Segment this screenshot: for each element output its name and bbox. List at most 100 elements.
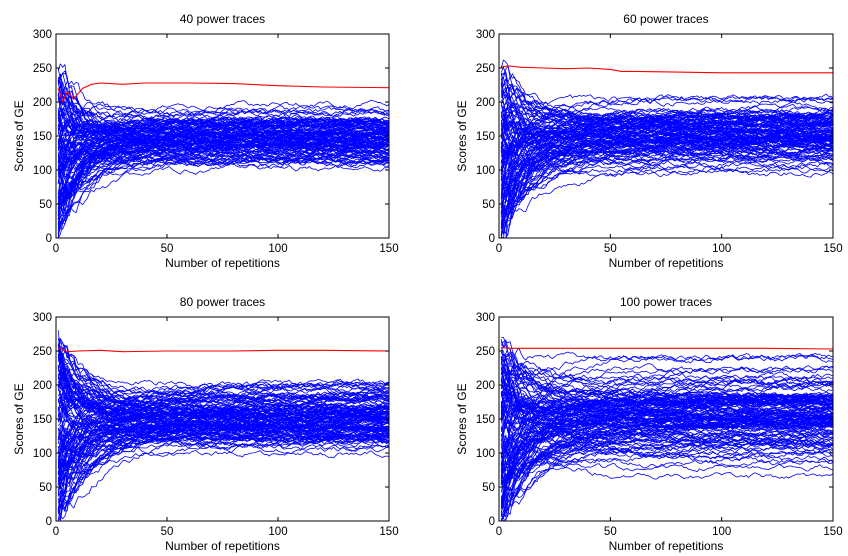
axes-frame bbox=[498, 316, 834, 522]
candidate-trace bbox=[500, 166, 833, 235]
candidate-trace bbox=[57, 357, 389, 434]
candidate-trace bbox=[501, 377, 833, 465]
y-tick-label: 150 bbox=[476, 414, 495, 426]
y-tick-label: 250 bbox=[476, 63, 495, 75]
candidate-trace bbox=[57, 117, 389, 151]
candidate-trace bbox=[57, 407, 389, 441]
candidate-trace bbox=[58, 367, 389, 420]
y-tick-label: 50 bbox=[39, 482, 52, 494]
candidate-trace bbox=[500, 421, 833, 471]
x-tick-label: 50 bbox=[161, 243, 174, 255]
x-tick-label: 150 bbox=[823, 526, 842, 538]
x-tick-label: 100 bbox=[712, 243, 731, 255]
y-tick-label: 100 bbox=[33, 165, 52, 177]
candidate-trace bbox=[500, 433, 833, 480]
candidate-trace bbox=[57, 118, 389, 205]
x-tick-label: 100 bbox=[268, 243, 287, 255]
candidate-trace bbox=[57, 357, 389, 445]
candidate-trace bbox=[500, 395, 833, 459]
plot-area bbox=[57, 330, 389, 521]
y-tick-label: 150 bbox=[476, 131, 495, 143]
candidate-trace bbox=[57, 73, 389, 117]
plot-area bbox=[57, 63, 389, 238]
candidate-trace bbox=[500, 366, 833, 406]
y-axis-label: Scores of GE bbox=[455, 100, 469, 171]
y-tick-label: 0 bbox=[489, 233, 495, 245]
x-axis-label: Number of repetitions bbox=[609, 256, 724, 270]
candidate-trace bbox=[500, 366, 833, 432]
candidate-trace bbox=[500, 115, 833, 133]
y-tick-label: 50 bbox=[39, 199, 52, 211]
y-tick-label: 250 bbox=[33, 346, 52, 358]
candidate-trace bbox=[500, 154, 833, 235]
candidate-trace bbox=[57, 99, 389, 238]
axis-ticks: 0 50 100 150 0 50 100 150 200 250 300 bbox=[476, 312, 843, 538]
candidate-trace bbox=[500, 153, 833, 215]
axes-frame bbox=[55, 33, 390, 239]
candidate-trace bbox=[501, 95, 833, 194]
candidate-trace bbox=[501, 377, 833, 444]
x-axis-label: Number of repetitions bbox=[609, 539, 724, 553]
candidate-trace bbox=[57, 162, 389, 238]
candidate-trace bbox=[58, 379, 389, 481]
candidate-trace bbox=[57, 433, 389, 451]
candidate-trace bbox=[57, 438, 389, 509]
candidate-trace bbox=[500, 407, 833, 432]
x-tick-label: 0 bbox=[496, 526, 502, 538]
candidate-trace bbox=[57, 346, 389, 412]
x-tick-label: 100 bbox=[712, 526, 731, 538]
candidate-trace bbox=[500, 392, 833, 431]
axis-ticks: 0 50 100 150 0 50 100 150 200 250 300 bbox=[33, 312, 399, 538]
panel-100-traces: 100 power traces 0 50 100 150 0 50 100 150 200 25… bbox=[455, 295, 843, 553]
candidate-trace bbox=[501, 365, 833, 521]
candidate-trace bbox=[57, 350, 389, 389]
chart-title: 100 power traces bbox=[620, 295, 712, 309]
x-tick-label: 0 bbox=[496, 243, 502, 255]
candidate-trace bbox=[57, 414, 389, 469]
candidate-trace bbox=[57, 411, 389, 479]
y-tick-label: 150 bbox=[33, 414, 52, 426]
x-tick-label: 150 bbox=[379, 243, 398, 255]
candidate-trace bbox=[57, 401, 389, 519]
candidate-trace bbox=[500, 438, 833, 479]
candidate-trace bbox=[501, 162, 833, 180]
candidate-trace bbox=[57, 141, 389, 214]
x-tick-label: 50 bbox=[604, 243, 617, 255]
candidate-trace bbox=[58, 366, 389, 402]
x-axis-label: Number of repetitions bbox=[165, 256, 280, 270]
candidate-trace bbox=[57, 132, 389, 215]
candidate-trace bbox=[500, 405, 833, 469]
candidate-trace bbox=[58, 126, 389, 158]
candidate-trace bbox=[500, 84, 833, 141]
y-tick-label: 0 bbox=[46, 516, 52, 528]
y-axis-label: Scores of GE bbox=[12, 383, 26, 454]
x-tick-label: 50 bbox=[604, 526, 617, 538]
plot-area bbox=[500, 336, 833, 521]
candidate-trace bbox=[57, 72, 389, 127]
y-tick-label: 150 bbox=[33, 131, 52, 143]
y-tick-label: 250 bbox=[33, 63, 52, 75]
candidate-trace bbox=[501, 133, 833, 217]
candidate-trace bbox=[501, 391, 833, 489]
candidate-trace bbox=[57, 416, 389, 495]
candidate-trace bbox=[500, 115, 833, 192]
axes-frame bbox=[55, 316, 390, 522]
candidate-trace bbox=[500, 124, 833, 160]
candidate-trace bbox=[500, 440, 833, 513]
candidate-trace bbox=[500, 93, 833, 152]
candidate-trace bbox=[500, 347, 833, 406]
candidate-trace bbox=[500, 405, 833, 464]
candidate-trace bbox=[57, 434, 389, 453]
candidate-trace bbox=[57, 95, 389, 148]
candidate-trace bbox=[57, 128, 389, 224]
plot-area bbox=[500, 59, 833, 238]
candidate-trace bbox=[501, 356, 833, 423]
candidate-trace bbox=[500, 407, 833, 442]
candidate-trace bbox=[57, 407, 389, 469]
axis-ticks: 0 50 100 150 0 50 100 150 200 250 300 bbox=[476, 29, 843, 255]
candidate-trace bbox=[57, 383, 389, 409]
candidate-trace bbox=[500, 339, 833, 433]
candidate-trace bbox=[57, 116, 389, 151]
y-axis-label: Scores of GE bbox=[12, 100, 26, 171]
